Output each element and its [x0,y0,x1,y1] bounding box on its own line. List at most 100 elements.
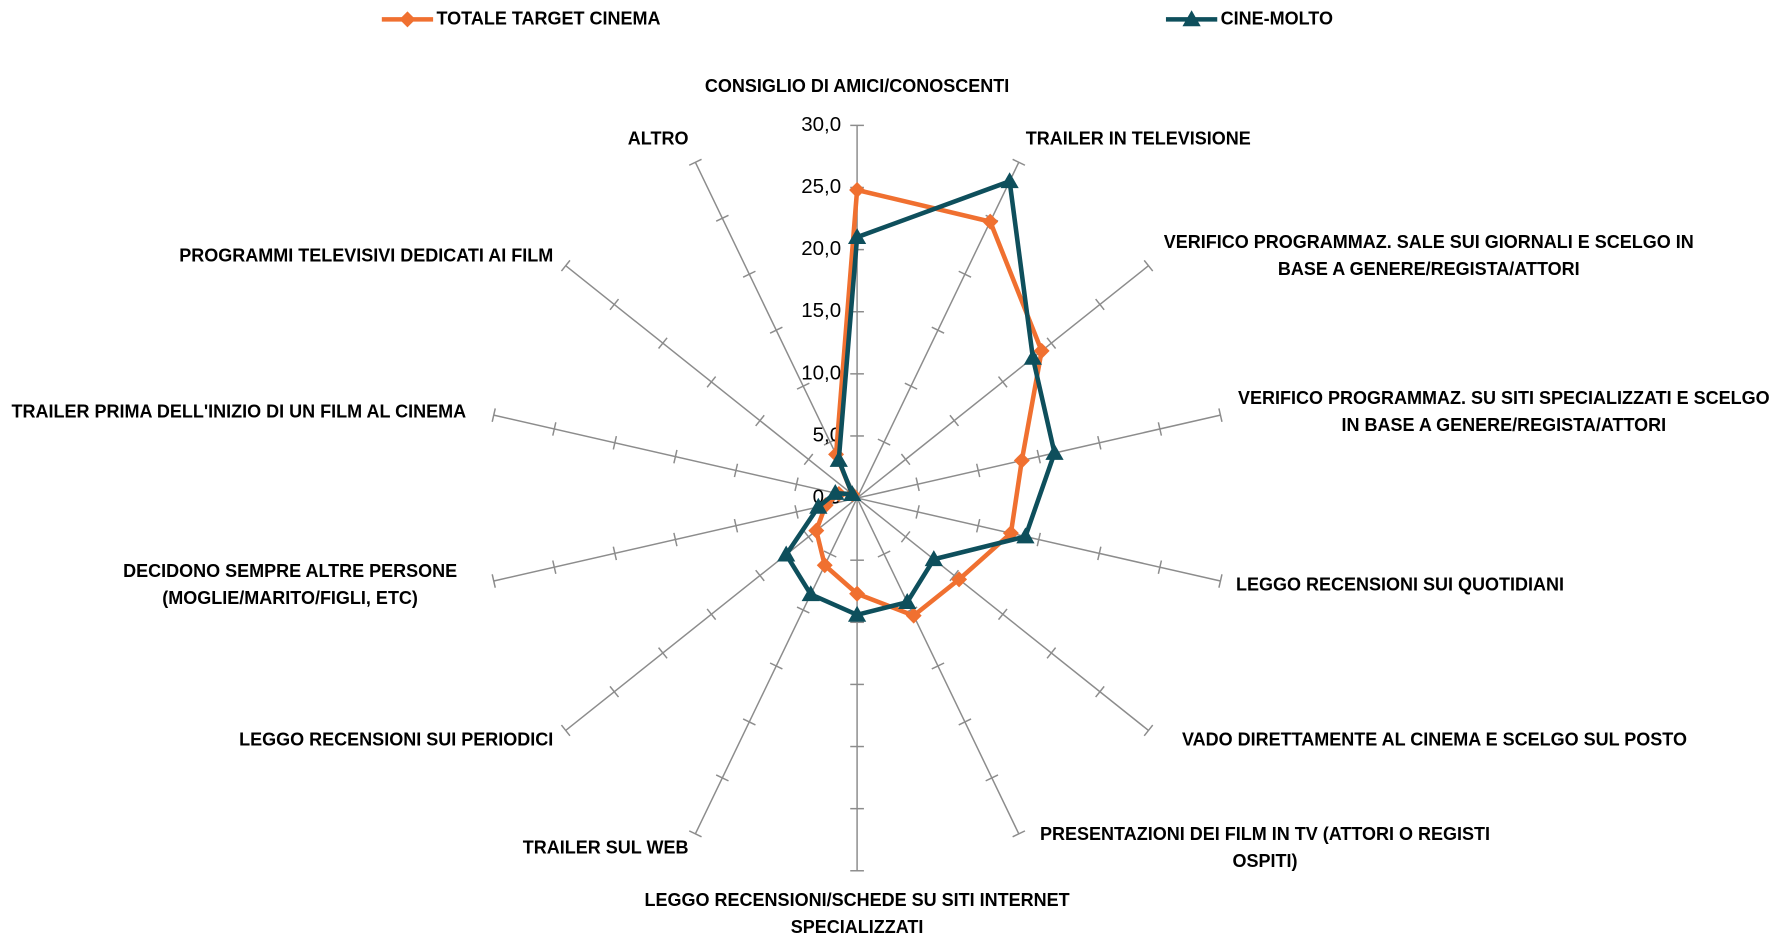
tick-label: 5,0 [813,423,841,446]
data-point [1000,172,1019,189]
tick-mark [958,270,972,278]
category-label: LEGGO RECENSIONI/SCHEDE SU SITI INTERNET… [644,889,1070,937]
data-point [826,483,845,500]
category-label: DECIDONO SEMPRE ALTRE PERSONE (MOGLIE/MA… [123,560,458,608]
tick-mark [706,376,717,388]
data-point [1023,348,1043,365]
data-point [777,545,796,562]
legend-marker [1182,10,1201,27]
category-label: LEGGO RECENSIONI SUI QUOTIDIANI [1235,574,1565,595]
tick-mark [769,326,783,334]
tick-label: 20,0 [801,237,841,260]
tick-mark [877,438,891,446]
data-point [1013,452,1030,469]
tick-mark [552,560,557,575]
tick-mark [796,606,810,614]
tick-mark [1097,546,1102,561]
tick-mark [673,449,678,464]
tick-mark [733,463,739,478]
tick-mark [900,530,911,543]
tick-mark [877,550,891,558]
tick-mark [803,453,814,466]
tick-mark [823,438,837,446]
tick-mark [609,685,620,698]
tick-mark [1157,560,1163,575]
tick-mark [1046,647,1057,659]
category-label: VADO DIRETTAMENTE AL CINEMA E SCELGO SUL… [1181,729,1687,750]
tick-mark [657,647,668,659]
tick-mark [673,532,678,547]
legend-label: CINE-MOLTO [1220,8,1333,29]
tick-mark [1046,337,1057,349]
tick-label: 25,0 [801,175,841,198]
tick-mark [769,662,783,670]
tick-mark [1012,158,1026,166]
tick-mark [931,326,945,334]
data-point [849,182,866,198]
tick-mark [742,718,756,726]
data-point [843,485,862,502]
category-label: LEGGO RECENSIONI SUI PERIODICI [239,729,554,750]
data-point [801,585,820,602]
tick-mark [904,382,918,390]
category-label: TRAILER PRIMA DELL'INIZIO DI UN FILM AL … [11,401,467,422]
tick-mark [715,214,729,222]
data-point [982,213,999,230]
tick-mark [915,477,920,492]
tick-mark [949,569,960,582]
data-point [809,497,828,514]
category-label: PRESENTAZIONI DEI FILM IN TV (ATTORI O R… [1040,824,1491,872]
tick-mark [1218,408,1223,422]
data-point [951,571,968,588]
category-label: CONSIGLIO DI AMICI/CONOSCENTI [704,76,1010,97]
category-label: VERIFICO PROGRAMMAZ. SU SITI SPECIALIZZA… [1237,387,1770,435]
tick-mark [949,414,960,427]
tick-mark [612,546,618,561]
tick-mark [1157,422,1163,436]
tick-mark [657,337,668,349]
data-point [1033,342,1050,359]
legend-label: TOTALE TARGET CINEMA [436,8,661,29]
tick-mark [915,505,920,519]
tick-mark [688,830,702,838]
tick-mark [755,414,765,427]
tick-mark [733,518,739,533]
tick-mark [794,505,799,519]
tick-mark [612,435,618,450]
tick-mark [1143,259,1154,272]
tick-mark [1097,435,1102,450]
category-label: TRAILER SUL WEB [522,837,689,858]
tick-mark [823,550,837,558]
data-point [898,593,917,610]
data-point [808,522,825,539]
tick-label: 10,0 [801,361,841,384]
data-point [1045,443,1064,460]
data-point [829,450,848,467]
tick-mark [958,718,972,726]
tick-mark [796,382,810,390]
tick-mark [552,422,557,436]
tick-mark [755,569,765,582]
tick-mark [706,608,717,621]
tick-mark [715,774,729,782]
data-point [1016,527,1035,544]
tick-mark [491,408,496,422]
tick-mark [560,259,571,272]
tick-mark [688,158,702,166]
tick-mark [985,774,999,782]
tick-mark [931,662,945,670]
tick-mark [794,477,799,492]
tick-mark [742,270,756,278]
tick-mark [1095,298,1105,311]
tick-label: 30,0 [801,113,841,136]
category-label: ALTRO [627,128,689,149]
tick-mark [975,463,981,478]
tick-mark [560,724,571,737]
tick-mark [997,376,1008,388]
tick-mark [491,574,496,588]
tick-mark [609,298,620,311]
legend-marker [399,11,416,28]
tick-mark [1218,574,1223,588]
